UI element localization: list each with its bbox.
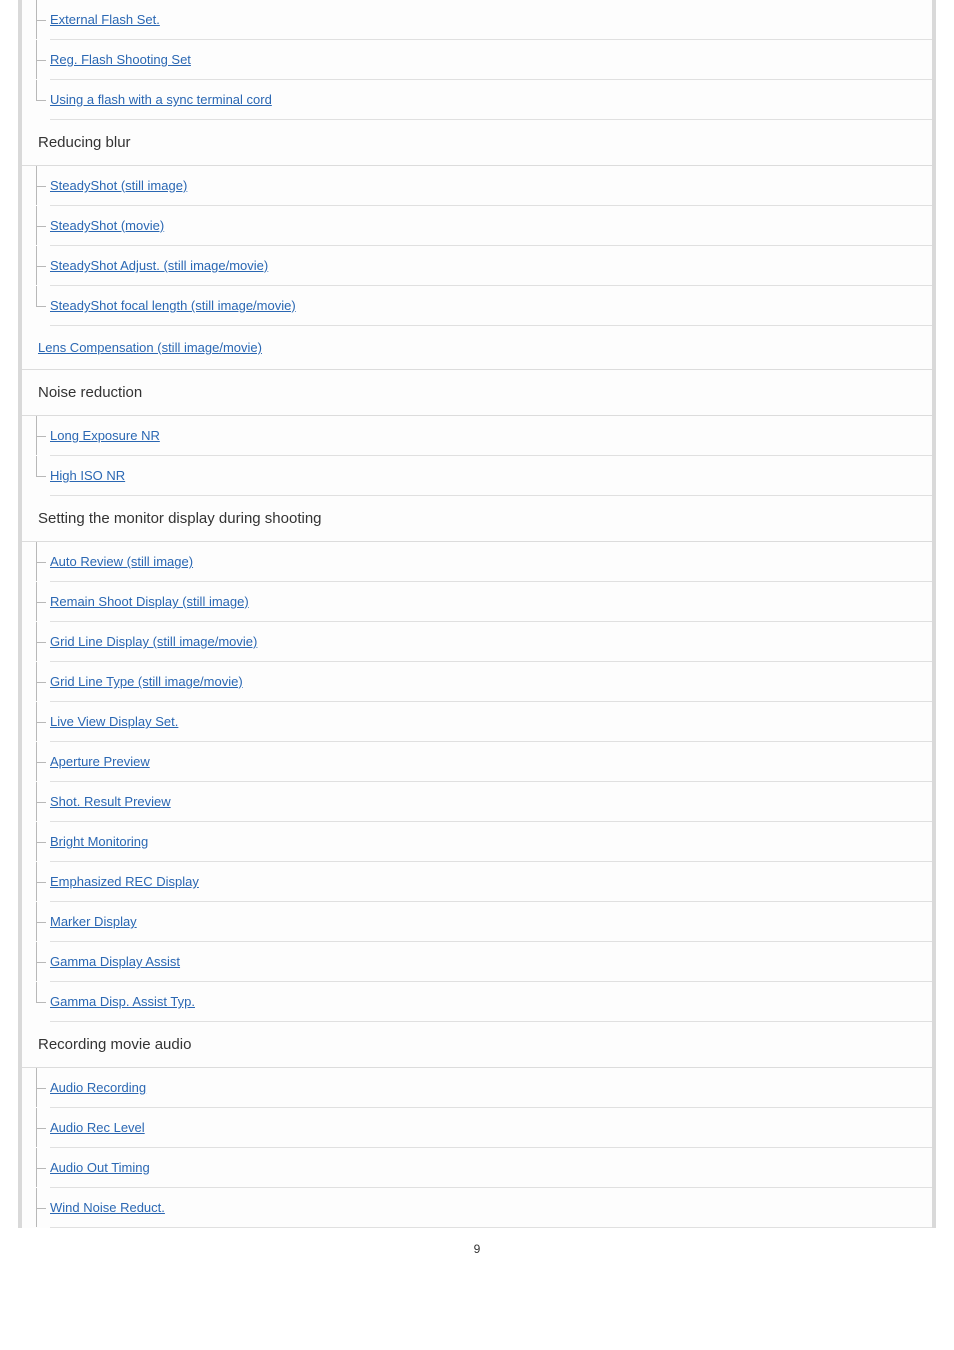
tree-item: Using a flash with a sync terminal cord	[50, 80, 932, 120]
toc-link[interactable]: Audio Rec Level	[50, 1120, 145, 1135]
section-heading: Reducing blur	[22, 120, 932, 166]
tree: Auto Review (still image) Remain Shoot Di…	[22, 542, 932, 1022]
tree-item: Long Exposure NR	[50, 416, 932, 456]
tree-item: Auto Review (still image)	[50, 542, 932, 582]
tree: SteadyShot (still image) SteadyShot (movi…	[22, 166, 932, 326]
tree-item: Grid Line Display (still image/movie)	[50, 622, 932, 662]
toc-link[interactable]: Grid Line Type (still image/movie)	[50, 674, 243, 689]
tree-item: Gamma Disp. Assist Typ.	[50, 982, 932, 1022]
toc-link[interactable]: Emphasized REC Display	[50, 874, 199, 889]
top-level-link-row: Lens Compensation (still image/movie)	[22, 326, 932, 370]
leading-tree: External Flash Set. Reg. Flash Shooting S…	[22, 0, 932, 120]
toc-link[interactable]: Remain Shoot Display (still image)	[50, 594, 249, 609]
page-number: 9	[18, 1228, 936, 1256]
tree-item: SteadyShot focal length (still image/mov…	[50, 286, 932, 326]
tree-item: External Flash Set.	[50, 0, 932, 40]
tree-item: Remain Shoot Display (still image)	[50, 582, 932, 622]
tree-item: Aperture Preview	[50, 742, 932, 782]
toc-link[interactable]: Live View Display Set.	[50, 714, 178, 729]
tree: Audio Recording Audio Rec Level Audio Out …	[22, 1068, 932, 1228]
tree-item: Live View Display Set.	[50, 702, 932, 742]
toc-link[interactable]: External Flash Set.	[50, 12, 160, 27]
toc-link[interactable]: Shot. Result Preview	[50, 794, 171, 809]
tree-item: Reg. Flash Shooting Set	[50, 40, 932, 80]
toc-link[interactable]: Using a flash with a sync terminal cord	[50, 92, 272, 107]
section-heading: Setting the monitor display during shoot…	[22, 496, 932, 542]
toc-link[interactable]: Audio Recording	[50, 1080, 146, 1095]
section-heading: Recording movie audio	[22, 1022, 932, 1068]
tree-item: Bright Monitoring	[50, 822, 932, 862]
toc-link[interactable]: Marker Display	[50, 914, 137, 929]
tree-item: Grid Line Type (still image/movie)	[50, 662, 932, 702]
tree-item: Emphasized REC Display	[50, 862, 932, 902]
toc-link[interactable]: Gamma Disp. Assist Typ.	[50, 994, 195, 1009]
toc-link[interactable]: Wind Noise Reduct.	[50, 1200, 165, 1215]
tree-item: High ISO NR	[50, 456, 932, 496]
toc-link[interactable]: Grid Line Display (still image/movie)	[50, 634, 257, 649]
toc-link[interactable]: Long Exposure NR	[50, 428, 160, 443]
toc-link[interactable]: SteadyShot focal length (still image/mov…	[50, 298, 296, 313]
toc-link[interactable]: Gamma Display Assist	[50, 954, 180, 969]
lens-compensation-link[interactable]: Lens Compensation (still image/movie)	[38, 340, 262, 355]
toc-link[interactable]: Reg. Flash Shooting Set	[50, 52, 191, 67]
toc-link[interactable]: SteadyShot (movie)	[50, 218, 164, 233]
toc-link[interactable]: Bright Monitoring	[50, 834, 148, 849]
tree-item: SteadyShot (still image)	[50, 166, 932, 206]
toc-link[interactable]: Audio Out Timing	[50, 1160, 150, 1175]
toc-panel: External Flash Set. Reg. Flash Shooting S…	[18, 0, 936, 1228]
toc-link[interactable]: SteadyShot (still image)	[50, 178, 187, 193]
tree-item: Audio Recording	[50, 1068, 932, 1108]
toc-link[interactable]: Aperture Preview	[50, 754, 150, 769]
tree-item: Gamma Display Assist	[50, 942, 932, 982]
tree-item: Shot. Result Preview	[50, 782, 932, 822]
tree-item: Wind Noise Reduct.	[50, 1188, 932, 1228]
section-heading: Noise reduction	[22, 370, 932, 416]
toc-link[interactable]: SteadyShot Adjust. (still image/movie)	[50, 258, 268, 273]
tree: Long Exposure NR High ISO NR	[22, 416, 932, 496]
toc-link[interactable]: High ISO NR	[50, 468, 125, 483]
tree-item: Marker Display	[50, 902, 932, 942]
tree-item: SteadyShot (movie)	[50, 206, 932, 246]
tree-item: Audio Out Timing	[50, 1148, 932, 1188]
tree-item: SteadyShot Adjust. (still image/movie)	[50, 246, 932, 286]
toc-link[interactable]: Auto Review (still image)	[50, 554, 193, 569]
tree-item: Audio Rec Level	[50, 1108, 932, 1148]
